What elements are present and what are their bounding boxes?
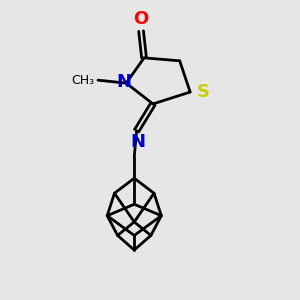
- Text: N: N: [116, 73, 131, 91]
- Text: N: N: [130, 133, 146, 151]
- Text: CH₃: CH₃: [71, 74, 94, 87]
- Text: O: O: [134, 10, 149, 28]
- Text: S: S: [197, 83, 210, 101]
